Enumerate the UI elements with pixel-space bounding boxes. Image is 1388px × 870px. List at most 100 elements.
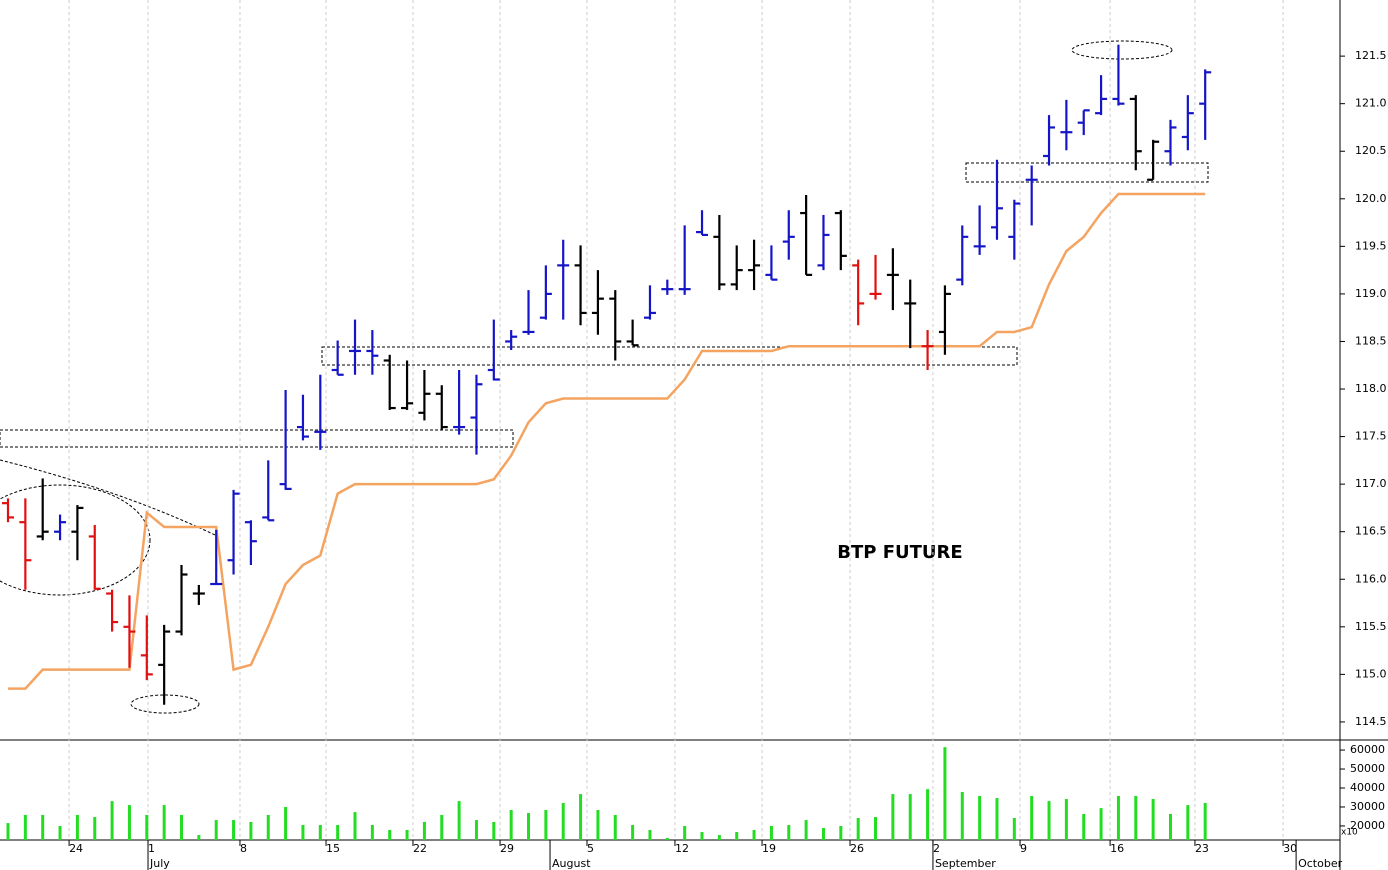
volume-bar bbox=[787, 825, 791, 840]
volume-bar bbox=[284, 806, 288, 840]
volume-bar bbox=[41, 814, 45, 840]
ohlc-bar bbox=[678, 225, 691, 295]
ohlc-bar bbox=[643, 285, 656, 320]
chart-title: BTP FUTURE bbox=[837, 542, 962, 563]
ohlc-bar bbox=[973, 205, 986, 255]
volume-bar bbox=[960, 791, 964, 840]
x-tick-label: 5 bbox=[587, 842, 594, 855]
volume-bar bbox=[1064, 799, 1068, 840]
volume-bar bbox=[648, 829, 652, 840]
x-tick-label: 24 bbox=[69, 842, 83, 855]
volume-bar bbox=[735, 832, 739, 840]
ohlc-bar bbox=[435, 385, 448, 430]
ohlc-bar bbox=[487, 319, 500, 381]
volume-bar bbox=[232, 820, 236, 840]
volume-bar bbox=[509, 810, 513, 840]
ohlc-bar bbox=[869, 254, 882, 300]
volume-bar bbox=[440, 814, 444, 840]
ohlc-bar bbox=[36, 478, 49, 541]
volume-bar bbox=[75, 814, 79, 840]
ohlc-bar bbox=[453, 370, 466, 435]
volume-bar bbox=[561, 802, 565, 840]
ohlc-bar bbox=[505, 330, 518, 351]
ohlc-bar bbox=[349, 319, 362, 375]
volume-bar bbox=[978, 795, 982, 840]
ohlc-bar bbox=[730, 245, 743, 291]
ohlc-bar bbox=[383, 354, 396, 410]
volume-bar bbox=[908, 794, 912, 840]
volume-unit: x10 bbox=[1341, 828, 1358, 838]
ohlc-bar bbox=[609, 290, 622, 361]
volume-tick-label: 30000 bbox=[1350, 800, 1385, 813]
volume-bar bbox=[301, 825, 305, 840]
volume-tick-label: 20000 bbox=[1350, 819, 1385, 832]
volume-bar bbox=[1168, 814, 1172, 840]
y-tick-label: 115.5 bbox=[1355, 620, 1387, 633]
volume-bar bbox=[1134, 795, 1138, 840]
y-tick-label: 120.0 bbox=[1355, 192, 1387, 205]
volume-bar bbox=[405, 829, 409, 840]
volume-tick-label: 60000 bbox=[1350, 743, 1385, 756]
ohlc-bar bbox=[1164, 119, 1177, 166]
volume-bar bbox=[318, 825, 322, 840]
ohlc-bar bbox=[158, 624, 171, 705]
ohlc-bar bbox=[210, 529, 223, 586]
ohlc-bar bbox=[748, 239, 761, 291]
ellipse-annotation bbox=[1071, 40, 1173, 60]
volume-bar bbox=[145, 814, 149, 840]
ohlc-bar bbox=[938, 285, 951, 355]
volume-bar bbox=[1186, 805, 1190, 840]
ohlc-bar bbox=[1077, 109, 1090, 136]
ohlc-bar bbox=[366, 330, 379, 375]
volume-bar bbox=[821, 828, 825, 840]
y-tick-label: 116.5 bbox=[1355, 525, 1387, 538]
ohlc-bar bbox=[123, 595, 136, 668]
y-tick-label: 116.0 bbox=[1355, 572, 1387, 585]
ohlc-bar bbox=[990, 159, 1003, 240]
y-tick-label: 119.5 bbox=[1355, 239, 1387, 252]
ohlc-bar bbox=[626, 319, 639, 347]
volume-bar bbox=[856, 817, 860, 840]
ohlc-bar bbox=[921, 330, 934, 370]
ellipse-annotation bbox=[130, 694, 200, 714]
ohlc-bar bbox=[279, 389, 292, 490]
month-label: September bbox=[935, 857, 996, 870]
ohlc-bar bbox=[19, 498, 32, 590]
volume-bar bbox=[631, 825, 635, 840]
volume-bar bbox=[214, 820, 218, 840]
month-label: July bbox=[149, 857, 170, 870]
x-tick-label: 16 bbox=[1110, 842, 1124, 855]
ohlc-bar bbox=[244, 520, 257, 565]
ohlc-bar bbox=[956, 225, 969, 286]
ohlc-bar bbox=[800, 194, 813, 276]
annotations bbox=[0, 40, 1209, 714]
ohlc-bar bbox=[1129, 95, 1142, 171]
x-tick-label: 8 bbox=[240, 842, 247, 855]
ohlc-bar bbox=[661, 279, 674, 295]
volume-bar bbox=[474, 820, 478, 840]
volume-bar bbox=[249, 821, 253, 840]
volume-bar bbox=[23, 814, 27, 840]
range-annotation bbox=[321, 346, 1018, 366]
ohlc-bar bbox=[106, 589, 119, 632]
ohlc-bar bbox=[331, 340, 344, 376]
ohlc-bar bbox=[1147, 139, 1160, 181]
ohlc-bar bbox=[696, 210, 709, 237]
y-tick-label: 117.5 bbox=[1355, 430, 1387, 443]
volume-bar bbox=[388, 829, 392, 840]
y-tick-label: 121.0 bbox=[1355, 97, 1387, 110]
volume-bar bbox=[665, 837, 669, 840]
volume-bar bbox=[839, 825, 843, 840]
ohlc-bar bbox=[71, 505, 84, 561]
x-tick-label: 23 bbox=[1195, 842, 1209, 855]
volume-tick-label: 50000 bbox=[1350, 762, 1385, 775]
ohlc-bar bbox=[88, 525, 101, 590]
volume-bar bbox=[1116, 795, 1120, 840]
volume-bar bbox=[1047, 801, 1051, 840]
x-tick-label: 9 bbox=[1020, 842, 1027, 855]
range-annotation bbox=[0, 429, 514, 448]
x-tick-label: 30 bbox=[1283, 842, 1297, 855]
y-tick-label: 117.0 bbox=[1355, 477, 1387, 490]
volume-bar bbox=[874, 817, 878, 840]
